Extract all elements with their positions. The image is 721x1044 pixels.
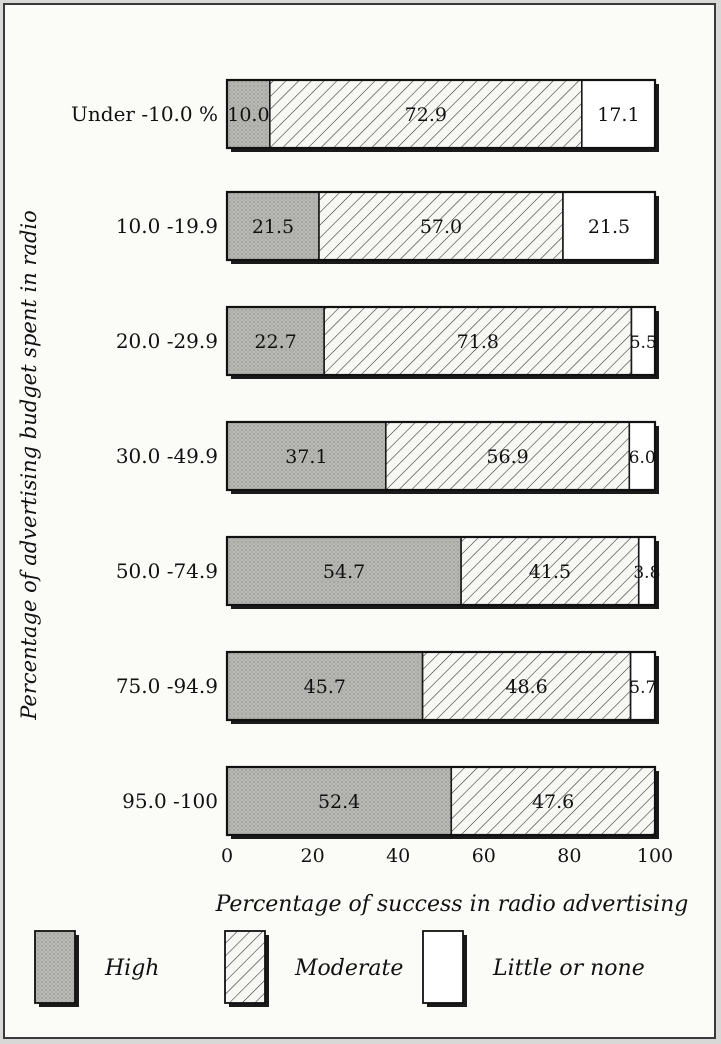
category-label: Under -10.0 % bbox=[71, 102, 218, 126]
data-label: 52.4 bbox=[318, 791, 360, 813]
x-tick-label: 0 bbox=[221, 845, 233, 867]
legend-swatch-high bbox=[34, 930, 76, 1004]
bar-outline bbox=[225, 78, 657, 150]
data-label: 5.5 bbox=[630, 333, 657, 353]
data-label: 6.0 bbox=[629, 448, 656, 468]
bar-outline bbox=[225, 305, 657, 377]
bar-outline bbox=[225, 765, 657, 837]
bar-little-or-none bbox=[581, 79, 656, 149]
x-tick-label: 80 bbox=[557, 845, 581, 867]
bar-outline bbox=[225, 420, 657, 492]
bar-high bbox=[226, 79, 271, 149]
x-tick-label: 60 bbox=[472, 845, 496, 867]
category-label: 10.0 -19.9 bbox=[116, 214, 218, 238]
bar-little-or-none bbox=[628, 421, 656, 491]
category-label: 75.0 -94.9 bbox=[116, 674, 218, 698]
x-axis-label: Percentage of success in radio advertisi… bbox=[215, 892, 689, 917]
data-label: 56.9 bbox=[486, 446, 528, 468]
y-axis-label: Percentage of advertising budget spent i… bbox=[17, 210, 41, 721]
bar-moderate bbox=[384, 421, 631, 491]
bar-high bbox=[226, 651, 424, 721]
bar-outline bbox=[225, 650, 657, 722]
data-label: 47.6 bbox=[532, 791, 574, 813]
data-label: 41.5 bbox=[529, 561, 571, 583]
bar-high bbox=[226, 421, 387, 491]
legend-label: Little or none bbox=[492, 956, 645, 981]
data-label: 3.8 bbox=[633, 563, 660, 583]
data-label: 48.6 bbox=[505, 676, 547, 698]
category-label: 30.0 -49.9 bbox=[116, 444, 218, 468]
bar-outline bbox=[225, 190, 657, 262]
x-tick-label: 20 bbox=[301, 845, 325, 867]
bar-outline bbox=[225, 535, 657, 607]
bar-moderate bbox=[460, 536, 640, 606]
category-label: 50.0 -74.9 bbox=[116, 559, 218, 583]
legend-swatch-little-or-none bbox=[422, 930, 464, 1004]
data-label: 71.8 bbox=[457, 331, 499, 353]
bar-high bbox=[226, 766, 453, 836]
data-label: 10.0 bbox=[227, 104, 269, 126]
legend-swatch-moderate bbox=[224, 930, 266, 1004]
stacked-bar-chart: 10.0 72.9 17.1 21.5 57.0 21.5 22.7 71.8 5.5 37.1 5… bbox=[17, 78, 689, 1007]
data-label: 57.0 bbox=[420, 216, 462, 238]
data-label: 5.7 bbox=[629, 678, 656, 698]
data-label: 37.1 bbox=[285, 446, 327, 468]
category-label: 95.0 -100 bbox=[122, 789, 218, 813]
x-tick-label: 100 bbox=[637, 845, 673, 867]
legend-label: Moderate bbox=[294, 956, 403, 981]
bar-moderate bbox=[450, 766, 656, 836]
data-label: 72.9 bbox=[405, 104, 447, 126]
chart-frame: 10.0 72.9 17.1 21.5 57.0 21.5 22.7 71.8 5.5 37.1 5… bbox=[3, 3, 716, 1039]
category-label: 20.0 -29.9 bbox=[116, 329, 218, 353]
data-label: 45.7 bbox=[304, 676, 346, 698]
data-label: 21.5 bbox=[252, 216, 294, 238]
x-tick-label: 40 bbox=[386, 845, 410, 867]
data-label: 54.7 bbox=[323, 561, 365, 583]
data-label: 21.5 bbox=[588, 216, 630, 238]
data-label: 17.1 bbox=[597, 104, 639, 126]
data-label: 22.7 bbox=[254, 331, 296, 353]
legend-label: High bbox=[104, 956, 159, 981]
